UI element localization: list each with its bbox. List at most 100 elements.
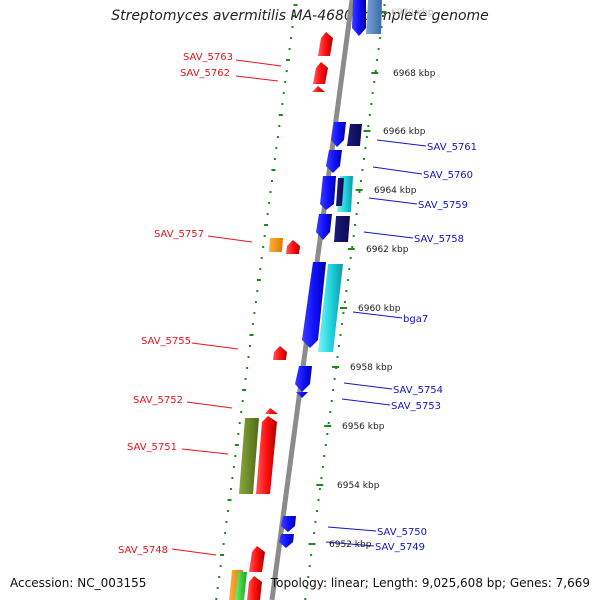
guide-dot [219,565,222,567]
guide-dot [216,587,219,589]
gene-label-sav5749[interactable]: SAV_5749 [375,542,425,553]
guide-dot [234,455,237,457]
guide-dot [313,532,316,534]
callout-line-sav5750 [327,526,377,532]
gene-label-sav5752[interactable]: SAV_5752 [133,395,183,406]
guide-dot [354,224,357,226]
guide-dot [227,499,232,501]
gene-glyph-sav5761b [347,124,362,146]
gene-label-sav5759[interactable]: SAV_5759 [418,200,468,211]
gene-glyph-sav5761 [331,122,346,147]
guide-dot [321,466,324,468]
guide-dot [352,235,355,237]
gene-label-sav5761[interactable]: SAV_5761 [427,142,477,153]
callout-line-sav5761 [376,139,427,147]
gene-glyphs [229,0,382,600]
guide-dot [278,114,283,116]
guide-dot [231,477,234,479]
guide-dot [340,323,343,325]
tick-label: 6954 kbp [337,481,380,491]
guide-dot [278,125,281,127]
gene-glyph-top-2 [366,0,382,34]
callout-line-sav5762 [235,75,279,82]
gene-glyph-sav5758b [334,216,350,242]
gene-glyph-bottom-green [235,572,247,600]
guide-dot [348,268,351,270]
gene-label-sav5762[interactable]: SAV_5762 [180,68,230,79]
tick-label: 6970 kbp [391,8,434,18]
callout-line-sav5749 [325,541,375,547]
guide-dot [241,400,244,402]
tick-mark [347,248,355,250]
tick-label: 6956 kbp [342,422,385,432]
gene-label-sav5753[interactable]: SAV_5753 [391,401,441,412]
guide-dot [276,136,279,138]
guide-dot [284,81,287,83]
gene-label-sav5750[interactable]: SAV_5750 [377,527,427,538]
tick-label: 6964 kbp [374,186,417,196]
guide-dot [362,158,365,160]
guide-dot [370,103,373,105]
gene-glyph-sav5759c [336,178,344,206]
guide-dot [260,257,263,259]
left-gene-labels: SAV_5763 SAV_5762 SAV_5757 SAV_5755 SAV_… [118,52,233,556]
guide-dot [373,81,376,83]
gene-label-sav5757[interactable]: SAV_5757 [154,229,204,240]
tick-mark [316,484,324,486]
guide-dot [268,202,271,204]
tick-mark [324,425,332,427]
guide-dot [379,37,382,39]
gene-glyph-sav5750 [281,516,296,532]
guide-dot [308,565,311,567]
tick-label: 6958 kbp [350,363,393,373]
guide-dot [329,411,332,413]
guide-dot [330,400,333,402]
guide-dot [336,356,339,358]
callout-line-bga7 [352,311,403,319]
gene-label-sav5763[interactable]: SAV_5763 [183,52,233,63]
guide-dot [238,422,241,424]
gene-glyph-sav5762b [312,86,325,92]
guide-dot [242,389,247,391]
gene-label-sav5755[interactable]: SAV_5755 [141,336,191,347]
callout-line-sav5754 [343,382,393,390]
gene-glyph-sav5757b [286,240,300,254]
gene-glyph-sav5757 [269,238,283,252]
gene-label-sav5748[interactable]: SAV_5748 [118,545,168,556]
guide-dot [326,433,329,435]
guide-dot [358,191,361,193]
gene-glyph-sav5749 [279,534,294,548]
tick-label: 6962 kbp [366,245,409,255]
gene-label-sav5760[interactable]: SAV_5760 [423,170,473,181]
guide-dot [323,455,326,457]
gene-label-sav5751[interactable]: SAV_5751 [127,442,177,453]
callout-line-sav5755 [191,342,239,350]
callout-line-sav5763 [235,59,282,67]
guide-dot [256,279,261,281]
gene-glyph-sav5748b [247,576,262,600]
gene-glyph-bga7-cyan [318,264,343,352]
guide-dot [376,59,379,61]
tick-marks [308,11,387,545]
guide-dot [290,37,293,39]
guide-dot [264,224,269,226]
gene-glyph-sav5758 [316,214,332,240]
guide-dot [240,411,243,413]
callout-line-sav5758 [363,231,414,239]
dotted-guides [215,4,386,600]
callout-line-sav5752 [186,401,233,409]
guide-dot [293,4,298,6]
gene-label-sav5758[interactable]: SAV_5758 [414,234,464,245]
guide-dot [343,301,346,303]
guide-dot [377,48,380,50]
guide-dot [374,70,377,72]
guide-dot [271,169,276,171]
gene-label-sav5754[interactable]: SAV_5754 [393,385,443,396]
gene-label-bga7[interactable]: bga7 [403,314,428,325]
callout-line-sav5748 [171,548,217,556]
guide-dot [305,587,308,589]
guide-dot [371,92,374,94]
tick-mark [332,366,340,368]
guide-dot [318,488,321,490]
